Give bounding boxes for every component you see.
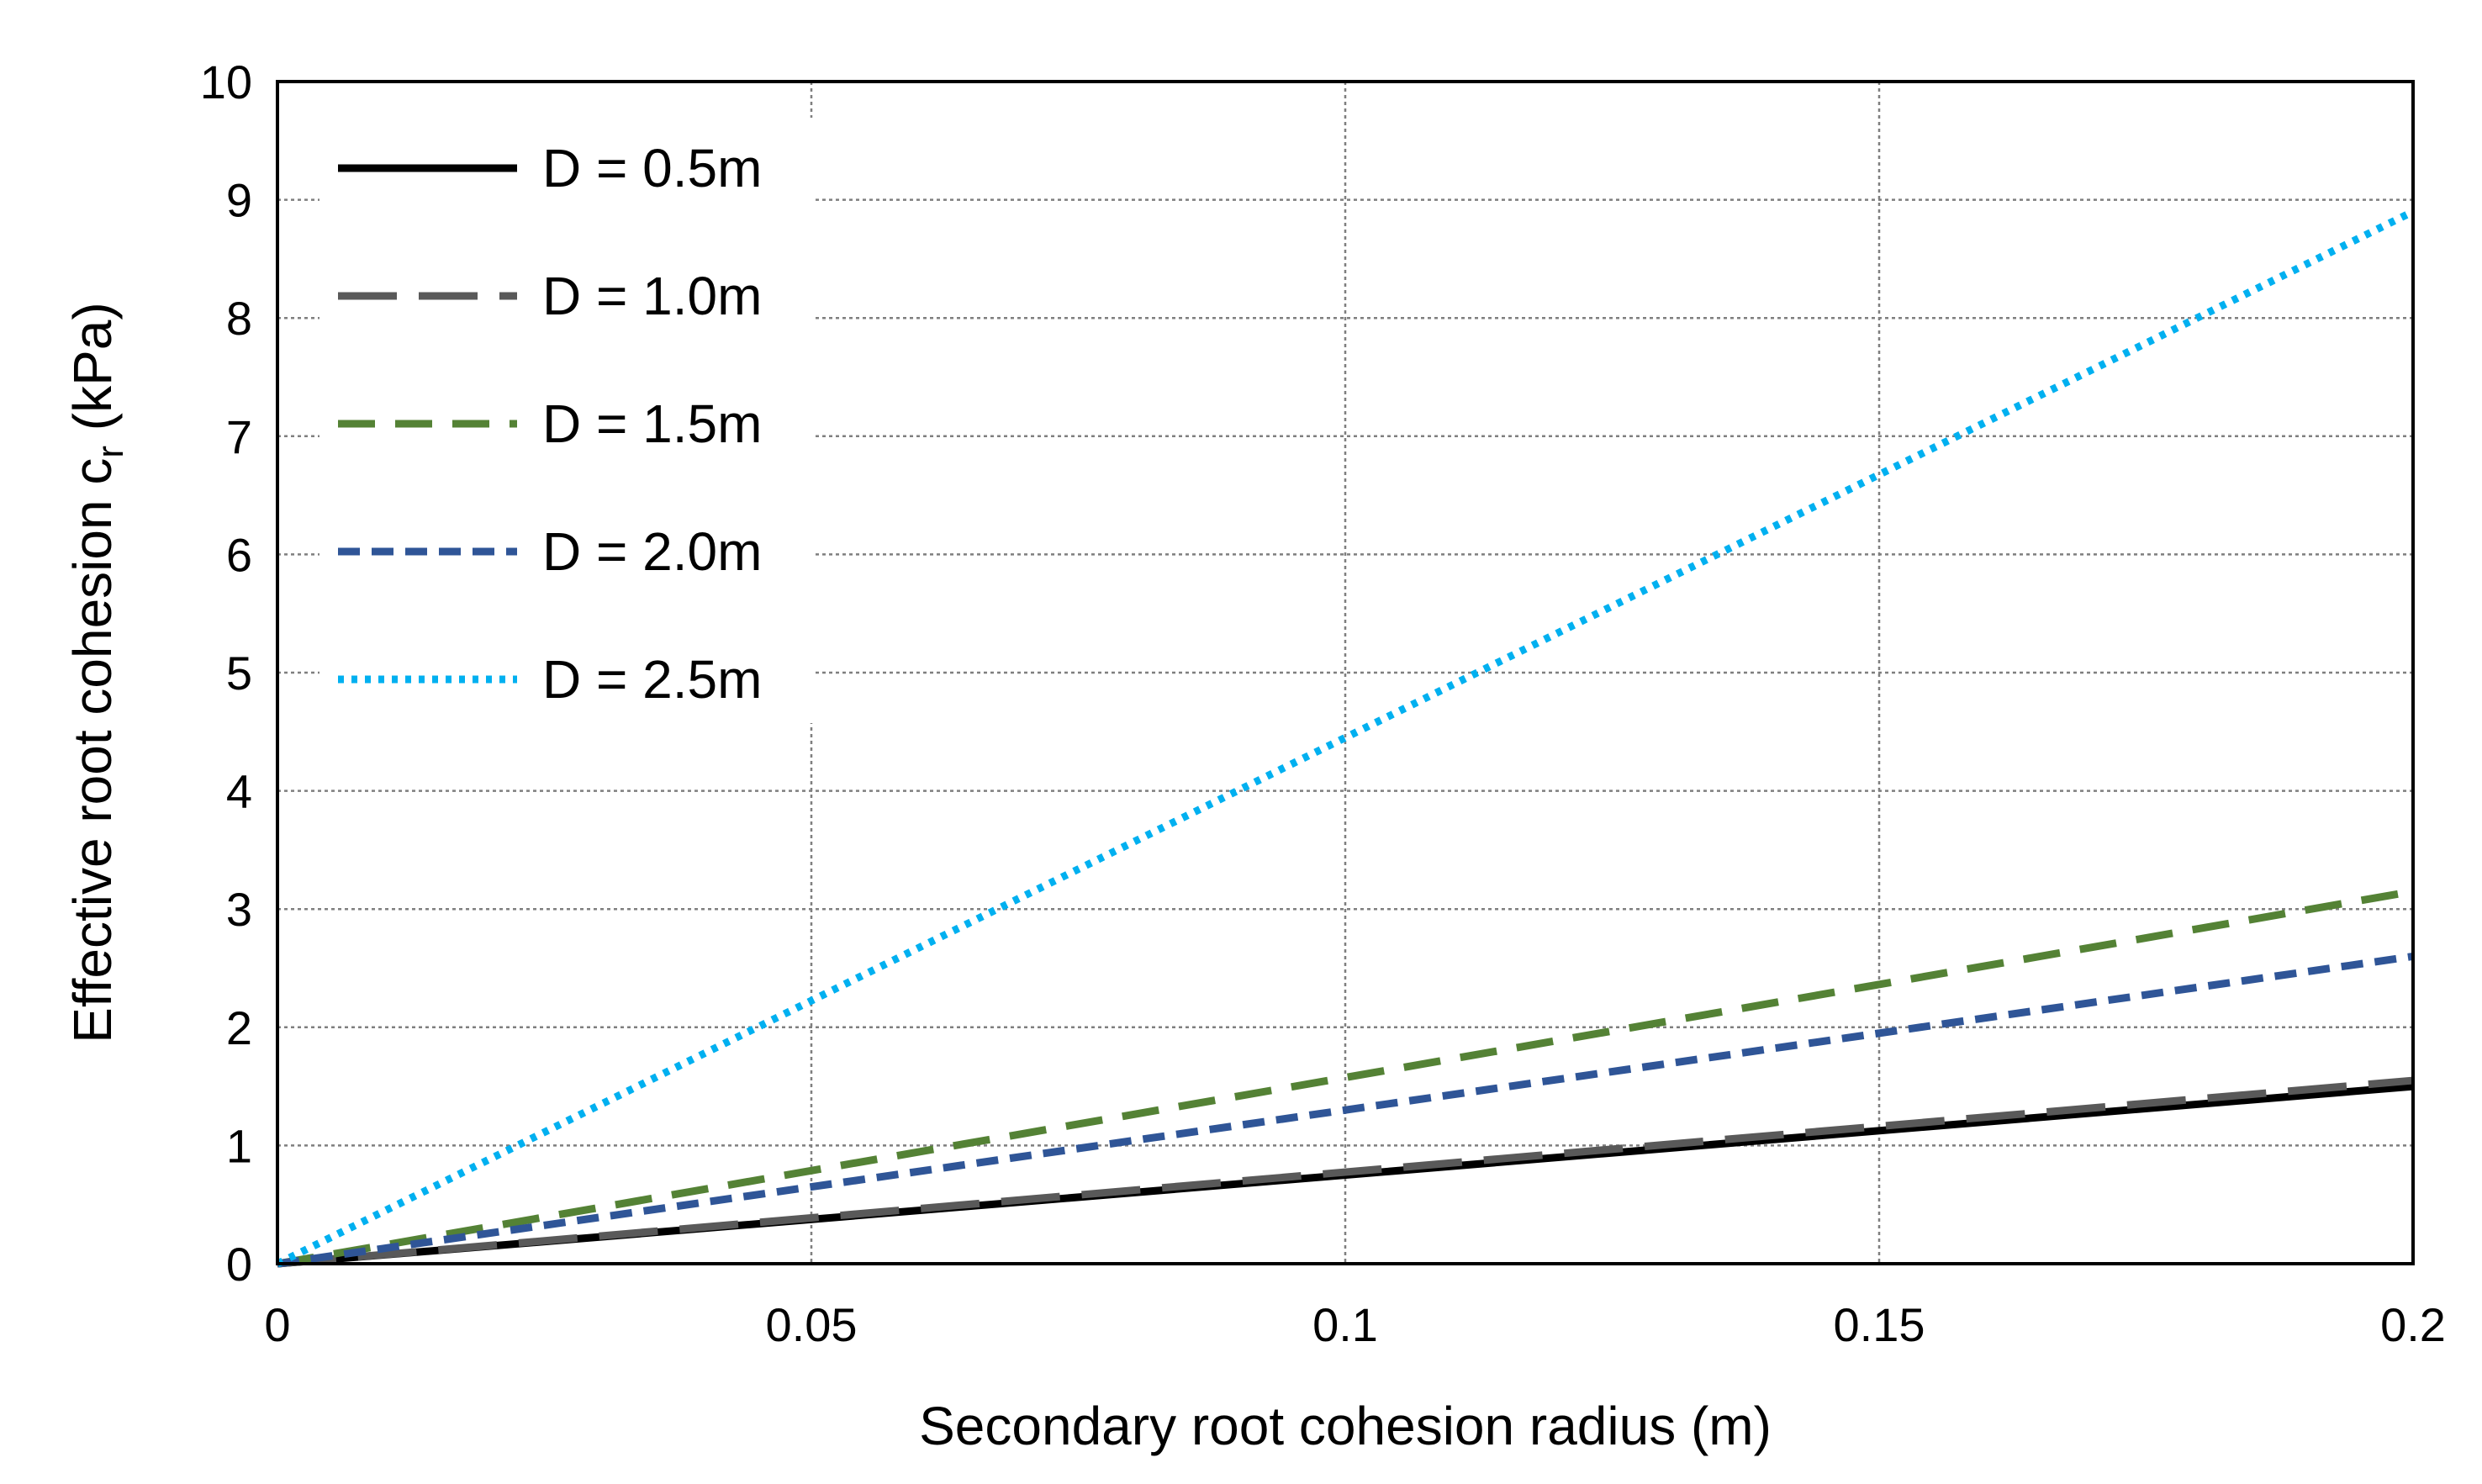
y-axis-title: Effective root cohesion cr (kPa) <box>62 302 131 1043</box>
series-line-d-1-5m <box>277 887 2414 1268</box>
x-tick-label: 0.15 <box>1834 1298 1925 1351</box>
legend-label: D = 1.0m <box>542 266 762 326</box>
legend: D = 0.5m D = 1.0m D = 1.5m D = 2.0m D = 2.5m <box>319 118 816 723</box>
series-line-d-1-0m <box>277 1076 2414 1268</box>
y-tick-label: 5 <box>226 647 252 700</box>
x-tick-label: 0.1 <box>1312 1298 1378 1351</box>
x-tick-label: 0.05 <box>766 1298 858 1351</box>
y-tick-label: 9 <box>226 174 252 227</box>
x-axis-title: Secondary root cohesion radius (m) <box>919 1396 1772 1456</box>
y-axis-title-subscript: r <box>90 446 131 458</box>
legend-label: D = 2.5m <box>542 649 762 710</box>
y-tick-label: 4 <box>226 765 252 818</box>
plot-area-frame <box>276 80 2415 1265</box>
x-axis-ticks: 0 0.05 0.1 0.15 0.2 <box>264 1298 2446 1351</box>
y-tick-label: 10 <box>200 55 252 108</box>
x-tick-label: 0.2 <box>2380 1298 2446 1351</box>
y-tick-label: 3 <box>226 883 252 936</box>
y-tick-label: 2 <box>226 1001 252 1054</box>
legend-label: D = 1.5m <box>542 393 762 454</box>
series-line-d-2-0m <box>277 952 2414 1268</box>
y-tick-label: 1 <box>226 1119 252 1172</box>
x-tick-label: 0 <box>264 1298 290 1351</box>
y-axis-title-main: Effective root cohesion c <box>62 458 123 1043</box>
series-lines <box>276 208 2415 1268</box>
y-axis-title-unit: (kPa) <box>62 302 123 446</box>
y-tick-label: 7 <box>226 410 252 463</box>
y-axis-ticks: 0 1 2 3 4 5 6 7 8 9 10 <box>200 55 252 1291</box>
legend-label: D = 2.0m <box>542 521 762 582</box>
y-tick-label: 6 <box>226 528 252 581</box>
legend-label: D = 0.5m <box>542 138 762 198</box>
y-tick-label: 0 <box>226 1238 252 1291</box>
y-tick-label: 8 <box>226 292 252 345</box>
